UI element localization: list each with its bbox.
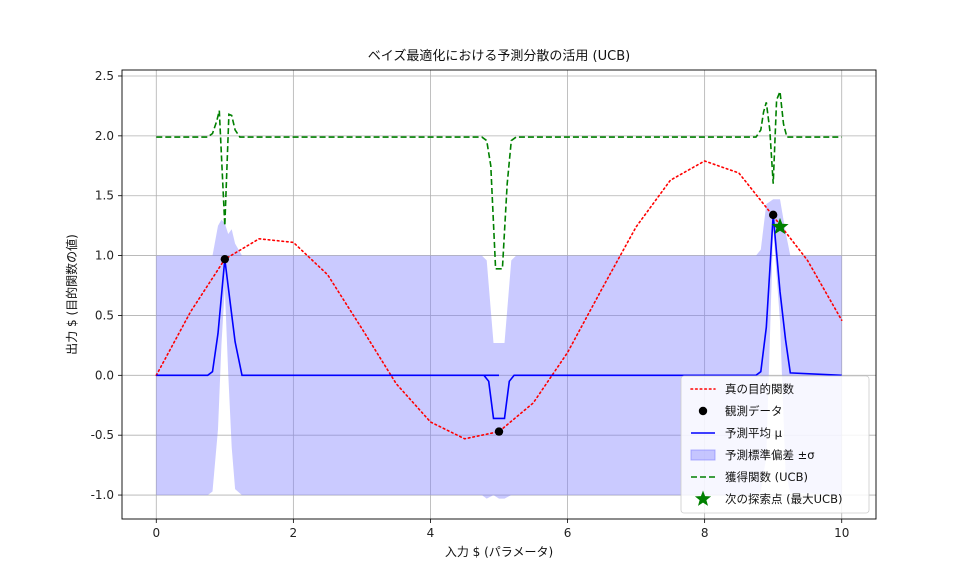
x-tick-label: 10 <box>834 526 849 540</box>
x-tick-label: 6 <box>564 526 572 540</box>
x-tick-label: 4 <box>427 526 435 540</box>
observed-point <box>220 254 230 264</box>
next-point-star <box>771 217 789 235</box>
y-axis-label: 出力 $ (目的関数の値) <box>64 234 79 355</box>
y-tick-label: -1.0 <box>91 488 114 502</box>
x-tick-label: 0 <box>152 526 160 540</box>
observed-point <box>494 427 504 436</box>
legend-label: 獲得関数 (UCB) <box>725 470 808 484</box>
y-tick-label: 2.0 <box>95 129 114 143</box>
plot-area: 0 2 4 6 8 10 -1.0 -0.5 0.0 0.5 1.0 1.5 2.0 2.5 <box>91 69 877 540</box>
legend-label: 観測データ <box>725 404 783 418</box>
plot-frame <box>121 69 877 520</box>
y-tick-label: -0.5 <box>91 428 114 442</box>
chart-title: ベイズ最適化における予測分散の活用 (UCB) <box>368 48 630 64</box>
legend-label: 予測平均 μ <box>725 426 783 440</box>
x-tick-label: 2 <box>290 526 298 540</box>
x-axis-label: 入力 $ (パラメータ) <box>445 545 553 559</box>
legend-swatch <box>690 449 716 461</box>
legend-label: 次の探索点 (最大UCB) <box>725 492 842 506</box>
y-tick-label: 2.5 <box>95 69 114 83</box>
observed-point <box>768 210 778 220</box>
sigma-band <box>156 199 842 499</box>
legend-swatch <box>698 406 708 416</box>
legend-box <box>680 375 870 514</box>
legend-swatch <box>694 490 712 506</box>
legend-label: 真の目的関数 <box>725 382 794 396</box>
y-tick-label: 1.0 <box>95 249 114 263</box>
x-tick-label: 8 <box>701 526 709 540</box>
true-function-line <box>155 160 843 440</box>
y-tick-label: 0.5 <box>95 308 114 322</box>
legend-label: 予測標準偏差 ±σ <box>725 448 815 462</box>
y-tick-label: 1.5 <box>95 189 114 203</box>
y-tick-label: 0.0 <box>95 368 114 382</box>
acquisition-line <box>156 91 842 270</box>
mean-line <box>156 214 842 420</box>
